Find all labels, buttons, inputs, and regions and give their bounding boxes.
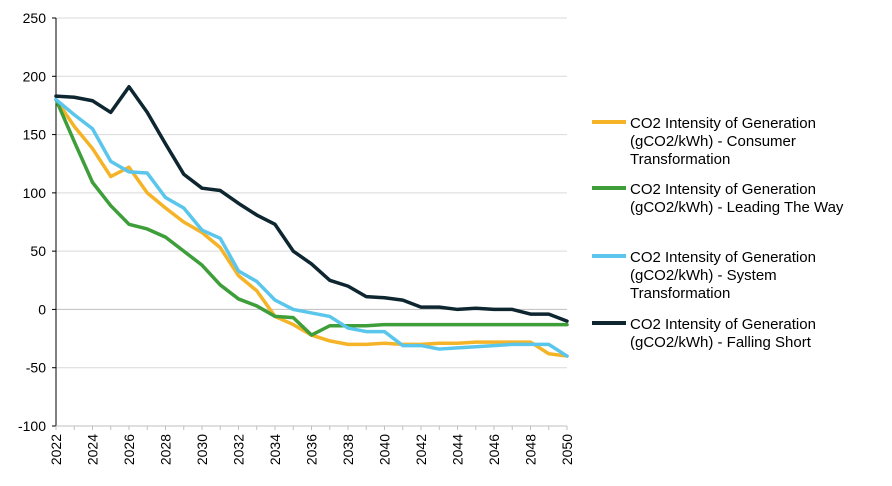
legend-label-line: CO2 Intensity of Generation — [630, 249, 816, 266]
y-tick-label: 0 — [38, 301, 46, 317]
y-tick-label: 50 — [30, 243, 46, 259]
x-tick-label: 2040 — [377, 434, 393, 465]
series-lines — [54, 85, 569, 358]
x-tick-label: 2048 — [523, 434, 539, 465]
y-tick-label: 100 — [23, 185, 47, 201]
legend-label-line: (gCO2/kWh) - Falling Short — [630, 334, 812, 351]
y-tick-label: 200 — [23, 68, 47, 84]
x-tick-label: 2028 — [158, 434, 174, 465]
x-tick-label: 2034 — [267, 434, 283, 465]
x-tick-label: 2022 — [48, 434, 64, 465]
legend: CO2 Intensity of Generation(gCO2/kWh) - … — [592, 115, 844, 351]
x-tick-label: 2036 — [304, 434, 320, 465]
legend-item-3: CO2 Intensity of Generation(gCO2/kWh) - … — [592, 249, 816, 302]
legend-label-line: Transformation — [630, 151, 730, 168]
gridlines — [56, 17, 567, 427]
x-tick-label: 2050 — [559, 434, 575, 465]
legend-item-1: CO2 Intensity of Generation(gCO2/kWh) - … — [592, 115, 816, 168]
y-tick-label: 250 — [23, 10, 47, 26]
legend-label-line: (gCO2/kWh) - Leading The Way — [630, 199, 844, 216]
legend-label-line: (gCO2/kWh) - Consumer — [630, 133, 796, 150]
legend-label-line: (gCO2/kWh) - System — [630, 267, 777, 284]
series-line-3 — [54, 97, 569, 358]
x-tick-label: 2024 — [85, 434, 101, 465]
legend-item-2: CO2 Intensity of Generation(gCO2/kWh) - … — [592, 181, 844, 216]
legend-label-line: CO2 Intensity of Generation — [630, 316, 816, 333]
legend-label-line: Transformation — [630, 285, 730, 302]
legend-label-line: CO2 Intensity of Generation — [630, 115, 816, 132]
x-tick-label: 2042 — [413, 434, 429, 465]
y-tick-label: -50 — [26, 360, 46, 376]
axes: -100 -50 0 50 100 150 200 250 2022 2024 2026 2028 20… — [18, 10, 575, 465]
x-tick-label: 2026 — [121, 434, 137, 465]
series-line-4 — [54, 85, 569, 323]
series-line-2 — [54, 97, 569, 337]
legend-item-4: CO2 Intensity of Generation(gCO2/kWh) - … — [592, 316, 816, 351]
x-tick-label: 2030 — [194, 434, 210, 465]
y-tick-label: 150 — [23, 127, 47, 143]
y-tick-label: -100 — [18, 418, 46, 434]
x-tick-label: 2046 — [486, 434, 502, 465]
series-line-1 — [54, 97, 569, 358]
x-tick-label: 2032 — [231, 434, 247, 465]
x-tick-label: 2038 — [340, 434, 356, 465]
x-tick-label: 2044 — [450, 434, 466, 465]
legend-label-line: CO2 Intensity of Generation — [630, 181, 816, 198]
